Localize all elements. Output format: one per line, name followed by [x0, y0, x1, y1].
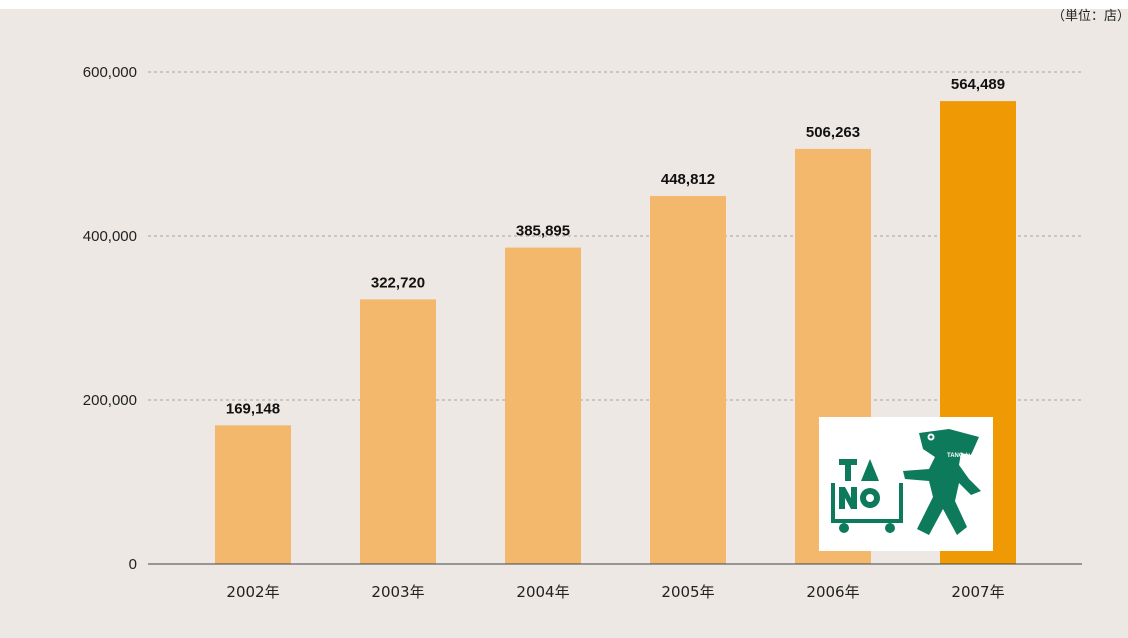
bar-value-label: 385,895	[516, 223, 570, 240]
tano-logo-letters	[839, 459, 880, 509]
bar-value-label: 322,720	[371, 274, 425, 291]
bar	[650, 195, 726, 564]
y-tick-label: 400,000	[83, 228, 137, 245]
bar	[215, 425, 291, 564]
x-tick-label: 2007年	[951, 583, 1004, 601]
cart-icon	[831, 483, 903, 523]
x-tick-label: 2002年	[226, 583, 279, 601]
bar-value-label: 169,148	[226, 400, 280, 417]
x-tick-label: 2006年	[806, 583, 859, 601]
y-tick-label: 600,000	[83, 64, 137, 81]
y-tick-label: 200,000	[83, 392, 137, 409]
y-tick-label: 0	[129, 556, 137, 573]
x-axis-tick-labels: 2002年 2003年 2004年 2005年 2006年 2007年	[226, 583, 1004, 601]
bar	[360, 299, 436, 564]
logo-tagline: TANO-kun	[947, 453, 977, 459]
bar-value-label: 564,489	[951, 76, 1005, 93]
bar-value-label: 506,263	[806, 124, 860, 141]
mascot-icon	[903, 429, 981, 535]
bar-value-label: 448,812	[661, 171, 715, 188]
data-labels: 169,148 322,720 385,895 448,812 506,263 564,4…	[226, 76, 1005, 417]
bars	[215, 101, 1016, 565]
tano-logo-graphic: TANO-kun	[831, 429, 981, 535]
unit-note: （単位：店）	[1051, 8, 1128, 23]
x-tick-label: 2003年	[371, 583, 424, 601]
bar	[505, 247, 581, 564]
y-axis-tick-labels: 0 200,000 400,000 600,000	[83, 64, 137, 573]
x-tick-label: 2004年	[516, 583, 569, 601]
x-tick-label: 2005年	[661, 583, 714, 601]
tano-logo: TANO-kun	[819, 417, 993, 551]
